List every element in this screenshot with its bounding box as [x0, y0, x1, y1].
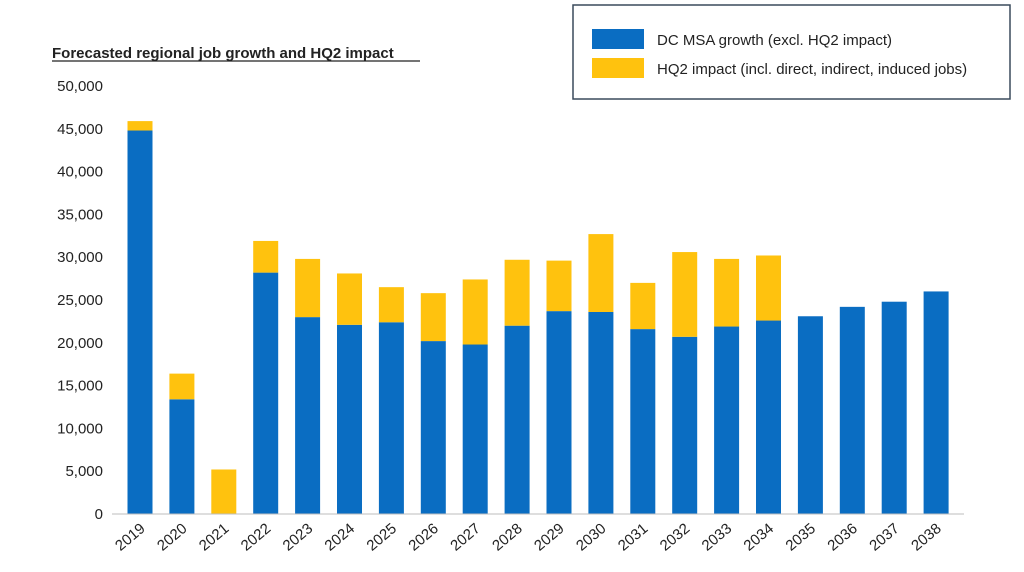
bar-segment-series-1: [378, 322, 404, 514]
bar-segment-series-2: [253, 240, 279, 273]
bar-segment-series-2: [295, 258, 321, 318]
bar-segment-series-2: [337, 273, 362, 325]
bar-segment-series-1: [756, 320, 781, 514]
y-tick-label: 30,000: [57, 249, 103, 266]
bar-segment-series-2: [462, 279, 488, 345]
x-tick-label: 2027: [447, 520, 483, 554]
bar-segment-series-2: [127, 121, 153, 131]
bar-segment-series-1: [295, 317, 321, 514]
bars: [127, 121, 949, 514]
y-tick-label: 35,000: [57, 206, 103, 223]
x-tick-label: 2019: [112, 520, 148, 554]
legend-label-series-2: HQ2 impact (incl. direct, indirect, indu…: [657, 61, 967, 78]
bar-segment-series-2: [672, 252, 698, 337]
x-tick-label: 2021: [196, 520, 232, 554]
legend-swatch-series-2: [592, 58, 644, 78]
bar-segment-series-2: [169, 373, 195, 400]
bar-segment-series-2: [714, 258, 740, 327]
bar-segment-series-1: [420, 341, 446, 514]
bar-segment-series-1: [546, 311, 572, 514]
bar-segment-series-2: [756, 255, 781, 321]
y-axis: 0 5,000 10,000 15,000 20,000 25,000 30,000 35,0…: [57, 78, 103, 523]
y-tick-label: 10,000: [57, 420, 103, 437]
bar-segment-series-2: [630, 282, 656, 330]
x-tick-label: 2020: [154, 520, 190, 554]
x-tick-label: 2034: [741, 520, 777, 554]
bar-segment-series-1: [127, 130, 153, 514]
x-tick-label: 2035: [782, 520, 818, 554]
bar-segment-series-2: [588, 234, 614, 312]
bar-segment-series-1: [672, 336, 698, 514]
bar-segment-series-1: [714, 326, 740, 514]
bar-segment-series-2: [420, 293, 446, 342]
y-tick-label: 5,000: [65, 463, 103, 480]
x-tick-label: 2033: [699, 520, 735, 554]
bar-segment-series-1: [504, 325, 530, 514]
bar-segment-series-2: [211, 469, 237, 514]
y-tick-label: 25,000: [57, 292, 103, 309]
x-tick-label: 2025: [363, 520, 399, 554]
x-axis: 2019 2020 2021 2022 2023 2024 2025 2026 2027 2028…: [112, 513, 964, 555]
bar-segment-series-1: [337, 324, 362, 514]
y-tick-label: 50,000: [57, 78, 103, 95]
legend: DC MSA growth (excl. HQ2 impact) HQ2 imp…: [572, 4, 1011, 100]
x-tick-label: 2030: [573, 520, 609, 554]
x-tick-label: 2026: [405, 520, 441, 554]
bar-segment-series-1: [588, 311, 614, 514]
chart-title: Forecasted regional job growth and HQ2 i…: [52, 45, 394, 62]
bar-segment-series-2: [546, 260, 572, 312]
legend-label-series-1: DC MSA growth (excl. HQ2 impact): [657, 32, 892, 49]
x-tick-label: 2036: [824, 520, 860, 554]
bar-segment-series-1: [797, 316, 823, 514]
bar-segment-series-1: [881, 301, 907, 514]
x-tick-label: 2029: [531, 520, 567, 554]
bar-segment-series-1: [630, 329, 656, 514]
y-tick-label: 0: [95, 506, 103, 523]
x-tick-label: 2032: [657, 520, 693, 554]
bar-segment-series-1: [923, 291, 949, 514]
bar-segment-series-1: [462, 344, 488, 514]
y-tick-label: 15,000: [57, 378, 103, 395]
bar-segment-series-2: [378, 287, 404, 323]
y-tick-label: 40,000: [57, 164, 103, 181]
x-tick-label: 2031: [615, 520, 651, 554]
bar-segment-series-1: [253, 272, 279, 514]
x-tick-label: 2028: [489, 520, 525, 554]
x-tick-label: 2023: [280, 520, 316, 554]
bar-segment-series-1: [839, 306, 865, 514]
y-tick-label: 45,000: [57, 121, 103, 138]
bar-segment-series-1: [169, 399, 195, 514]
legend-box: [572, 4, 1011, 100]
x-tick-label: 2037: [866, 520, 902, 554]
y-tick-label: 20,000: [57, 335, 103, 352]
bar-segment-series-2: [504, 259, 530, 326]
x-tick-label: 2038: [908, 520, 944, 554]
x-tick-label: 2022: [238, 520, 274, 554]
legend-swatch-series-1: [592, 29, 644, 49]
x-tick-label: 2024: [322, 520, 358, 554]
